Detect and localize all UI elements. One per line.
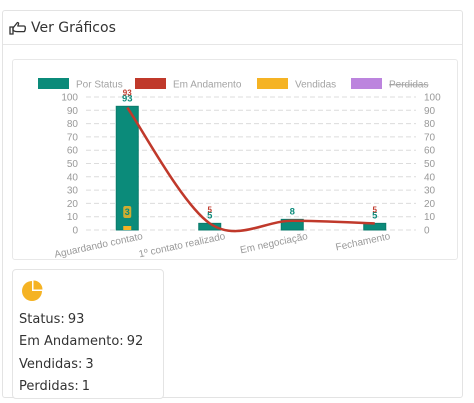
y-tick-label-right: 0 (424, 226, 430, 237)
y-tick-label-right: 70 (424, 132, 436, 143)
legend-label-4: Perdidas (389, 80, 428, 91)
x-tick-label-2: 1º contato realizado (138, 231, 227, 260)
bar-por-status-3 (280, 218, 304, 231)
y-tick-label-left: 40 (67, 172, 79, 183)
y-tick-label-left: 70 (67, 132, 79, 143)
summary-em-andamento-value: 92 (126, 334, 144, 349)
summary-card: Status: 93 Em Andamento: 92 Vendidas: 3 Per… (12, 269, 164, 399)
y-tick-label-left: 60 (67, 146, 79, 157)
y-tick-label-right: 80 (424, 119, 436, 130)
charts-panel: Ver Gráficos Por Status Em Andamento Vendi… (2, 10, 463, 399)
panel-header[interactable]: Ver Gráficos (3, 11, 462, 45)
legend-label-2: Em Andamento (173, 80, 242, 91)
y-tick-label-left: 50 (67, 159, 79, 170)
y-tick-label-left: 100 (61, 93, 78, 104)
y-tick-label-left: 20 (67, 199, 79, 210)
x-tick-label-1: Aguardando contato (53, 231, 144, 261)
data-label-por-status-3: 8 (290, 206, 295, 217)
y-tick-label-right: 100 (424, 93, 441, 104)
y-tick-label-left: 10 (67, 212, 79, 223)
y-tick-label-right: 30 (424, 186, 436, 197)
summary-perdidas-value: 1 (81, 379, 91, 394)
hand-pointing-icon (9, 21, 27, 35)
line-em-andamento (126, 106, 375, 233)
summary-vendidas-label: Vendidas: (19, 357, 83, 372)
data-label-em-andamento-4: 5 (373, 205, 378, 214)
x-tick-label-4: Fechamento (335, 231, 392, 253)
data-label-por-status-1: 93 (122, 93, 133, 104)
y-tick-label-right: 20 (424, 199, 436, 210)
data-label-vendidas-1: 3 (125, 207, 130, 217)
y-tick-label-left: 0 (72, 226, 78, 237)
pie-chart-icon (22, 280, 43, 301)
data-label-em-andamento-2: 5 (208, 205, 213, 214)
legend-swatch-2 (135, 78, 166, 89)
data-label-por-status-2: 5 (207, 210, 213, 221)
y-tick-label-right: 40 (424, 172, 436, 183)
y-tick-label-left: 90 (67, 106, 79, 117)
x-tick-label-3: Em negociação (239, 231, 309, 256)
summary-status-value: 93 (67, 312, 85, 327)
summary-status: Status: 93 (19, 312, 84, 327)
legend-label-1: Por Status (76, 80, 123, 91)
bar-vendidas-1 (123, 226, 132, 230)
data-label-por-status-4: 5 (372, 210, 378, 221)
summary-em-andamento-label: Em Andamento: (19, 334, 124, 349)
summary-vendidas: Vendidas: 3 (19, 357, 94, 372)
y-tick-label-right: 10 (424, 212, 436, 223)
y-tick-label-left: 80 (67, 119, 79, 130)
legend-label-3: Vendidas (295, 80, 336, 91)
summary-vendidas-value: 3 (85, 357, 94, 372)
summary-status-label: Status: (19, 312, 65, 327)
summary-perdidas: Perdidas: 1 (19, 379, 90, 394)
summary-perdidas-label: Perdidas: (19, 379, 79, 394)
legend-swatch-1 (38, 78, 69, 89)
legend-swatch-3 (257, 78, 288, 89)
y-tick-label-right: 90 (424, 106, 436, 117)
y-tick-label-right: 60 (424, 146, 436, 157)
summary-em-andamento: Em Andamento: 92 (19, 334, 143, 349)
data-label-bg-vendidas-1 (123, 206, 132, 218)
data-label-em-andamento-1: 93 (123, 88, 132, 97)
chart-container: Por Status Em Andamento Vendidas Perdidas 0 0… (12, 59, 458, 261)
panel-title: Ver Gráficos (31, 20, 116, 36)
y-tick-label-left: 30 (67, 186, 79, 197)
legend-swatch-4 (351, 78, 382, 89)
bar-por-status-4 (363, 222, 387, 231)
status-chart: Por Status Em Andamento Vendidas Perdidas 0 0… (38, 78, 441, 261)
y-tick-label-right: 50 (424, 159, 436, 170)
